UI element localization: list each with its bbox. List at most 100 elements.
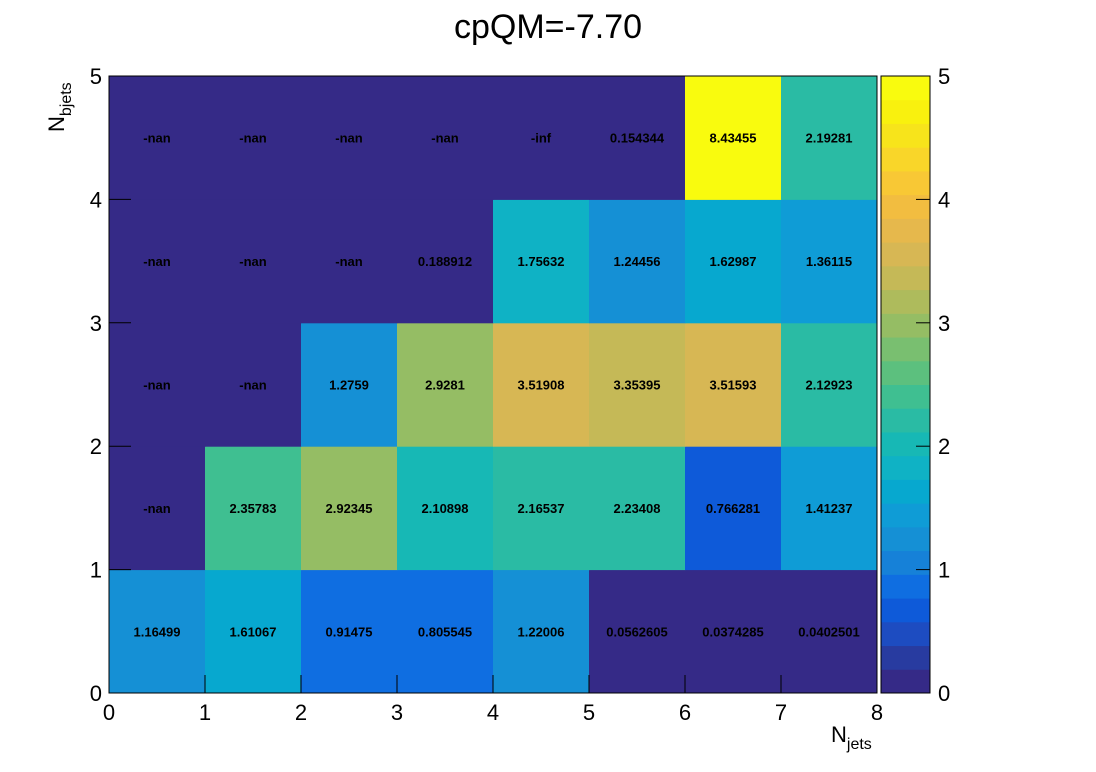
heatmap-cell: [589, 446, 686, 571]
x-tick-label: 0: [103, 700, 115, 725]
heatmap-cell: [781, 322, 878, 447]
heatmap-cell-labels: 1.16499 1.61067 0.91475 0.805545 1.22006 0.05…: [134, 131, 860, 640]
x-tick-label: 3: [391, 700, 403, 725]
heatmap-cell-label: -nan: [143, 131, 171, 146]
heatmap-cell: [685, 199, 782, 324]
heatmap-cell-label: -inf: [531, 131, 552, 146]
heatmap-cell-label: -nan: [335, 254, 363, 269]
heatmap-cell-label: 0.154344: [610, 131, 665, 146]
heatmap-cell: [301, 199, 398, 324]
colorbar-segment: [881, 170, 930, 196]
y-tick-label: 1: [90, 558, 102, 583]
heatmap-cell-label: -nan: [239, 131, 267, 146]
heatmap-cell-label: 2.16537: [518, 501, 565, 516]
colorbar-segment: [881, 242, 930, 267]
heatmap-cell: [685, 76, 782, 200]
chart-title: cpQM=-7.70: [454, 8, 642, 46]
y-tick-label: 3: [90, 311, 102, 336]
colorbar-segment: [881, 76, 930, 101]
x-tick-label: 7: [775, 700, 787, 725]
colorbar-segment: [881, 408, 930, 433]
colorbar-tick-label: 3: [938, 311, 950, 336]
heatmap-cell: [589, 569, 686, 694]
heatmap-cell: [685, 569, 782, 694]
heatmap-cell-label: -nan: [143, 501, 171, 516]
heatmap-cell: [301, 322, 398, 447]
heatmap-cell-label: 0.188912: [418, 254, 472, 269]
heatmap-cell-label: 1.61067: [230, 624, 277, 639]
y-tick-label: 4: [90, 187, 102, 212]
heatmap-cell-label: 0.0562605: [606, 624, 667, 639]
y-axis-label: Nbjets: [44, 82, 75, 132]
heatmap-cell-label: 1.22006: [518, 624, 565, 639]
x-axis-label: Njets: [831, 722, 872, 753]
colorbar-segment: [881, 313, 930, 338]
colorbar-segment: [881, 455, 930, 480]
colorbar-segment: [881, 574, 930, 599]
heatmap-cell-label: 0.766281: [706, 501, 760, 516]
heatmap-cell: [109, 76, 206, 200]
heatmap-cell-label: 3.35395: [614, 378, 661, 393]
y-axis-label-main: N: [44, 116, 69, 132]
heatmap-cell-label: 1.62987: [710, 254, 757, 269]
heatmap-cell-label: 1.16499: [134, 624, 181, 639]
heatmap-cell: [493, 569, 590, 694]
heatmap-cell: [301, 446, 398, 571]
x-tick-label: 2: [295, 700, 307, 725]
heatmap-cell-label: 8.43455: [710, 131, 757, 146]
colorbar-tick-label: 1: [938, 558, 950, 583]
heatmap-cell-label: 1.36115: [806, 254, 852, 269]
heatmap-cell: [397, 446, 494, 571]
heatmap-cell-label: 0.0374285: [702, 624, 763, 639]
heatmap-cell: [685, 322, 782, 447]
heatmap-cell-label: 0.0402501: [798, 624, 859, 639]
colorbar-segment: [881, 669, 930, 694]
colorbar-segment: [881, 503, 930, 528]
heatmap-cell-label: 1.24456: [614, 254, 661, 269]
x-tick-label: 5: [583, 700, 595, 725]
colorbar-segment: [881, 645, 930, 670]
heatmap-cell: [301, 569, 398, 694]
colorbar-segment: [881, 479, 930, 504]
colorbar-segment: [881, 431, 930, 457]
y-tick-label: 0: [90, 681, 102, 706]
heatmap-cell-label: 1.75632: [518, 254, 565, 269]
colorbar-segment: [881, 147, 930, 172]
colorbar-segment: [881, 360, 930, 385]
heatmap-cell: [685, 446, 782, 571]
colorbar-segment: [881, 526, 930, 552]
colorbar-segment: [881, 99, 930, 124]
x-tick-label: 6: [679, 700, 691, 725]
heatmap-cell: [109, 199, 206, 324]
heatmap-cell-label: -nan: [143, 378, 171, 393]
y-axis-label-sub: bjets: [58, 82, 75, 116]
heatmap-cell-label: 3.51908: [518, 378, 565, 393]
x-axis-label-main: N: [831, 722, 847, 747]
heatmap-cell-label: 0.805545: [418, 624, 472, 639]
heatmap-cell: [781, 76, 878, 200]
heatmap-cell: [205, 322, 302, 447]
heatmap-cell: [493, 76, 590, 200]
heatmap-cell-label: 3.51593: [710, 378, 757, 393]
colorbar-tick-label: 4: [938, 187, 950, 212]
heatmap-cell: [301, 76, 398, 200]
y-axis: 0 1 2 3 4 5: [90, 64, 131, 706]
colorbar-tick-label: 5: [938, 64, 950, 89]
heatmap-cell: [589, 76, 686, 200]
colorbar-segment: [881, 265, 930, 291]
heatmap-cell-label: -nan: [143, 254, 171, 269]
heatmap-cell-label: 2.35783: [230, 501, 277, 516]
colorbar: [880, 75, 931, 694]
x-tick-label: 4: [487, 700, 499, 725]
heatmap-cell: [205, 199, 302, 324]
y-tick-label: 5: [90, 64, 102, 89]
colorbar-segment: [881, 289, 930, 314]
heatmap-cell: [109, 569, 206, 694]
heatmap-cell: [397, 76, 494, 200]
heatmap-cell: [781, 199, 878, 324]
x-axis: 0 1 2 3 4 5 6 7 8: [103, 675, 883, 725]
heatmap-cell-label: 1.2759: [329, 378, 369, 393]
colorbar-segment: [881, 218, 930, 243]
heatmap-cell-label: 1.41237: [806, 501, 853, 516]
